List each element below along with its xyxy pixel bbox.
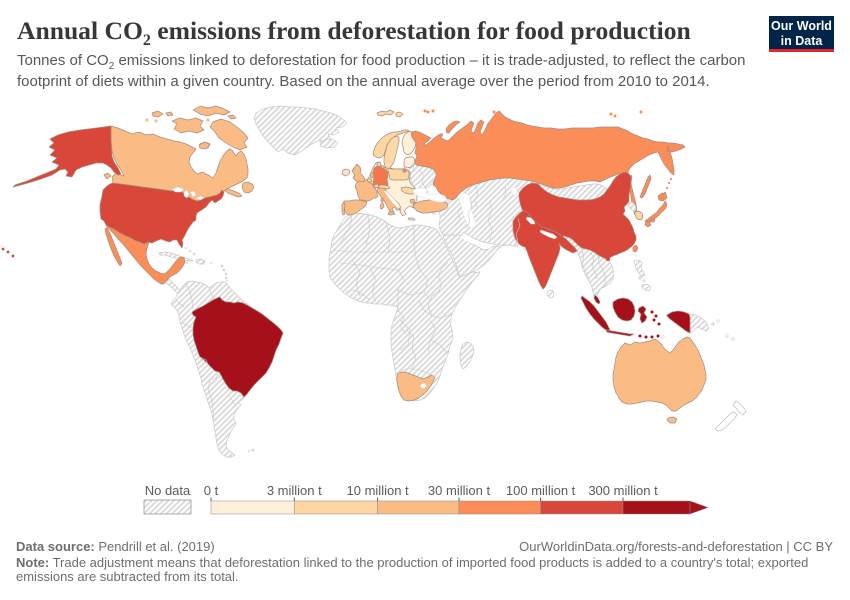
svg-text:No data: No data	[145, 483, 191, 498]
svg-text:10 million t: 10 million t	[347, 483, 410, 498]
svg-text:30 million t: 30 million t	[428, 483, 491, 498]
svg-text:3 million t: 3 million t	[267, 483, 322, 498]
svg-text:100 million t: 100 million t	[506, 483, 576, 498]
svg-text:0 t: 0 t	[204, 483, 219, 498]
svg-text:300 million t: 300 million t	[588, 483, 658, 498]
